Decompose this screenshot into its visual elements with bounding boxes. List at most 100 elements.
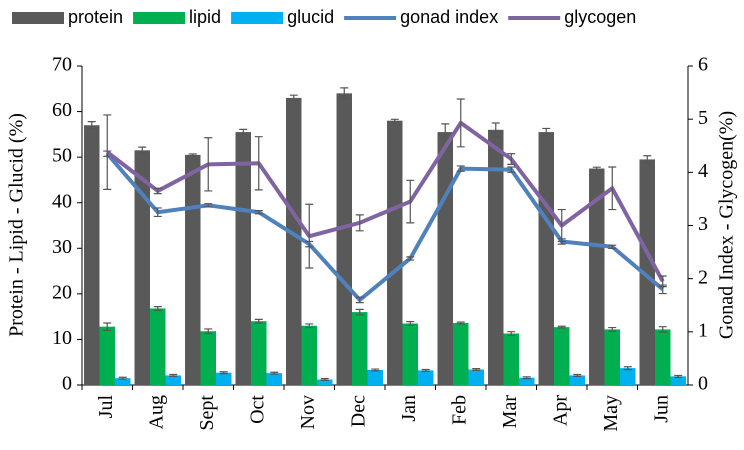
error-bar	[608, 166, 617, 211]
error-bar	[289, 94, 298, 102]
y-tick-label: 20	[52, 281, 72, 303]
error-bar	[573, 373, 582, 377]
bar	[589, 168, 605, 385]
bar	[165, 375, 181, 385]
error-bar	[204, 328, 213, 335]
error-bar	[254, 318, 263, 324]
bar	[150, 308, 166, 385]
x-tick-label: Apr	[549, 395, 571, 426]
error-bar	[254, 136, 263, 191]
bar	[134, 150, 151, 385]
x-tick-label: Nov	[297, 395, 319, 429]
error-bar	[542, 127, 551, 137]
bar	[367, 369, 383, 385]
error-bar	[406, 256, 415, 261]
error-bar	[456, 98, 465, 148]
y-tick-label: 50	[52, 145, 72, 167]
error-bar	[254, 210, 263, 215]
error-bar	[270, 371, 279, 375]
y-tick-label: 30	[52, 236, 72, 258]
error-bar	[592, 166, 601, 171]
y-tick-label: 60	[52, 99, 72, 121]
legend-label: glucid	[287, 7, 334, 27]
x-tick-label: Jun	[650, 395, 672, 423]
bar	[437, 132, 454, 385]
bar	[387, 120, 403, 385]
legend-label: lipid	[189, 7, 221, 27]
bar	[417, 370, 434, 385]
error-bar	[371, 368, 380, 372]
y2-tick-label: 5	[698, 107, 708, 129]
error-bar	[188, 153, 197, 157]
error-bar	[608, 244, 617, 249]
x-tick-label: Oct	[246, 395, 268, 424]
error-bar	[557, 325, 566, 329]
error-bar	[522, 376, 531, 380]
bar	[670, 376, 686, 385]
bar	[518, 377, 535, 385]
error-bar	[390, 118, 399, 123]
error-bar	[103, 114, 112, 190]
legend-swatch	[231, 12, 284, 24]
y2-tick-label: 3	[698, 213, 708, 235]
error-bar	[320, 378, 329, 382]
x-tick-label: Aug	[145, 395, 167, 429]
error-bar	[355, 296, 364, 304]
bar	[251, 321, 267, 385]
error-bar	[421, 368, 430, 372]
x-tick-label: Mar	[499, 395, 521, 429]
error-bar	[239, 128, 248, 136]
bar	[235, 132, 252, 385]
y2-tick-label: 0	[698, 373, 708, 395]
error-bar	[491, 122, 500, 138]
legend-label: protein	[68, 7, 123, 27]
bar	[301, 325, 317, 385]
x-tick-label: May	[600, 395, 622, 432]
error-bar	[118, 376, 127, 380]
error-bar	[406, 321, 415, 326]
error-bar	[153, 187, 162, 195]
bar	[266, 373, 282, 385]
error-bar	[355, 308, 364, 316]
y-tick-label: 0	[62, 373, 72, 395]
bar	[114, 378, 131, 385]
legend-swatch	[12, 12, 64, 24]
error-bar	[643, 155, 652, 164]
y-tick-label: 10	[52, 327, 72, 349]
error-bar	[557, 208, 566, 243]
error-bar	[138, 146, 147, 155]
bar	[488, 129, 504, 385]
error-bar	[219, 371, 228, 375]
line	[105, 152, 665, 302]
error-bar	[305, 203, 314, 269]
bar	[619, 368, 636, 385]
error-bar	[204, 137, 213, 192]
bar	[99, 326, 115, 385]
y2-tick-label: 4	[698, 160, 708, 182]
bar	[286, 97, 302, 386]
bar	[316, 379, 333, 385]
error-bar	[87, 120, 96, 130]
y-axis-label: Protein - Lipid - Glucid (%)	[6, 113, 28, 337]
error-bar	[507, 166, 516, 173]
error-bar	[658, 275, 667, 288]
x-tick-label: Jul	[95, 395, 117, 419]
y-tick-label: 70	[52, 54, 72, 76]
y2-axis-label: Gonad Index - Glycogen(%)	[716, 111, 738, 339]
error-bar	[608, 326, 617, 332]
error-bar	[456, 321, 465, 325]
bar	[185, 154, 201, 385]
bar	[402, 323, 418, 385]
y-tick-label: 40	[52, 190, 72, 212]
y2-tick-label: 1	[698, 319, 708, 341]
bar	[200, 331, 216, 385]
error-bar	[340, 87, 349, 100]
error-bar	[305, 323, 314, 329]
error-bar	[658, 326, 667, 333]
error-bar	[204, 203, 213, 208]
bar	[639, 159, 656, 385]
bar	[604, 329, 620, 385]
x-tick-label: Jan	[398, 395, 420, 422]
bar	[352, 312, 368, 385]
